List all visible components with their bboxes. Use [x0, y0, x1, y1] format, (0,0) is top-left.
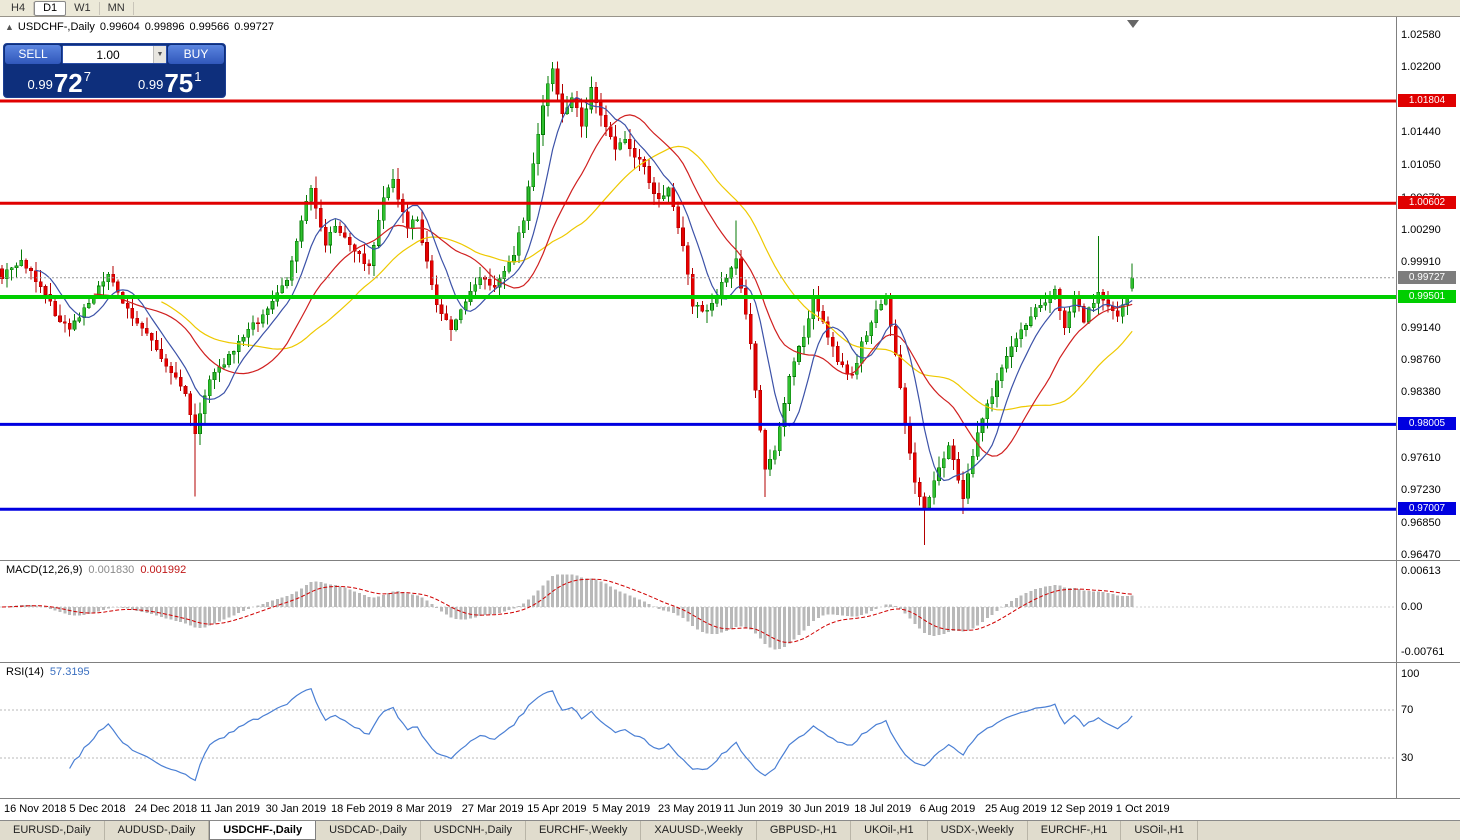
price-axis-label: 0.96470 — [1401, 548, 1441, 561]
one-click-trading-panel: SELL ▼ BUY 0.99 72 7 0.99 75 1 — [3, 43, 226, 98]
price-axis-label: 1.02580 — [1401, 29, 1441, 41]
bid-pip-digit: 7 — [83, 69, 91, 84]
ohlc-high: 0.99896 — [144, 21, 185, 33]
rsi-axis-label: 100 — [1401, 668, 1420, 680]
chart-tab-usdx-weekly[interactable]: USDX-,Weekly — [928, 821, 1028, 840]
date-axis-label: 11 Jun 2019 — [723, 803, 784, 815]
price-axis-label: 0.99910 — [1401, 256, 1441, 269]
current-price-flag: 0.99727 — [1398, 270, 1456, 284]
macd-histogram — [5, 574, 1134, 650]
chart-tab-usdchf-daily[interactable]: USDCHF-,Daily — [209, 821, 317, 840]
price-axis-label: 0.97230 — [1401, 484, 1441, 497]
macd-axis-label: -0.00761 — [1401, 645, 1445, 658]
hline-price-flag[interactable]: 1.00602 — [1398, 196, 1456, 210]
pane-separators[interactable] — [0, 560, 1460, 663]
price-axis-label: 0.99140 — [1401, 321, 1441, 334]
chart-tab-gbpusd-h1[interactable]: GBPUSD-,H1 — [757, 821, 852, 840]
price-axis-label: 0.98380 — [1401, 386, 1441, 399]
date-axis-label: 18 Jul 2019 — [854, 803, 912, 815]
chart-tab-ukoil-h1[interactable]: UKOil-,H1 — [851, 821, 928, 840]
sell-price-display[interactable]: 0.99 72 7 — [4, 65, 115, 97]
macd-axis-label: 0.00 — [1401, 601, 1423, 613]
macd-pane-title: MACD(12,26,9) 0.001830 0.001992 — [6, 564, 186, 576]
macd-axis-label: 0.00613 — [1401, 565, 1441, 577]
date-axis-label: 24 Dec 2018 — [134, 803, 198, 815]
volume-dropdown-icon[interactable]: ▼ — [153, 46, 166, 63]
rsi-pane-title: RSI(14) 57.3195 — [6, 666, 90, 678]
hline-price-flag[interactable]: 0.97007 — [1398, 502, 1456, 516]
price-axis-label: 0.97610 — [1401, 451, 1441, 464]
hline-price-flag[interactable]: 1.01804 — [1398, 94, 1456, 108]
chart-tab-bar: EURUSD-,Daily AUDUSD-,Daily USDCHF-,Daily U… — [0, 820, 1460, 840]
bid-prefix: 0.99 — [27, 77, 53, 92]
chart-tab-eurusd-daily[interactable]: EURUSD-,Daily — [0, 821, 105, 840]
date-axis-label: 23 May 2019 — [658, 803, 722, 815]
chart-shift-marker[interactable] — [1127, 20, 1139, 28]
macd-label: MACD(12,26,9) — [6, 564, 83, 576]
date-axis-label: 30 Jan 2019 — [265, 803, 327, 815]
sell-button[interactable]: SELL — [5, 45, 61, 64]
chart-tab-eurchf-weekly[interactable]: EURCHF-,Weekly — [526, 821, 642, 840]
chart-tab-usdcad-daily[interactable]: USDCAD-,Daily — [316, 821, 421, 840]
date-axis-label: 5 May 2019 — [592, 803, 651, 815]
bid-big-digits: 72 — [53, 68, 83, 98]
ma-medium-line — [93, 114, 1133, 457]
ma-slow-line — [161, 145, 1133, 411]
date-axis-label: 27 Mar 2019 — [461, 803, 524, 815]
hline-price-flag[interactable]: 0.99501 — [1398, 290, 1456, 304]
timeframe-button-h4[interactable]: H4 — [3, 1, 35, 15]
chart-tab-eurchf-h1[interactable]: EURCHF-,H1 — [1028, 821, 1122, 840]
rsi-axis-label: 30 — [1401, 752, 1414, 764]
timeframe-toolbar: H4 D1 W1 MN — [0, 0, 1460, 17]
date-axis-label: 12 Sep 2019 — [1050, 803, 1113, 815]
ohlc-close: 0.99727 — [234, 21, 274, 33]
ohlc-low: 0.99566 — [189, 21, 230, 33]
buy-button[interactable]: BUY — [168, 45, 224, 64]
price-axis-label: 1.01440 — [1401, 126, 1441, 139]
chart-tab-audusd-daily[interactable]: AUDUSD-,Daily — [105, 821, 210, 840]
date-axis-label: 16 Nov 2018 — [4, 803, 67, 815]
price-axis-label: 1.02200 — [1401, 61, 1441, 74]
rsi-value: 57.3195 — [49, 666, 90, 678]
timeframe-button-w1[interactable]: W1 — [66, 1, 100, 15]
date-axis-label: 8 Mar 2019 — [396, 803, 453, 815]
date-axis[interactable]: 16 Nov 2018 5 Dec 2018 24 Dec 2018 11 Jan 2… — [0, 798, 1460, 820]
date-axis-label: 1 Oct 2019 — [1115, 803, 1170, 815]
date-axis-label: 5 Dec 2018 — [69, 803, 126, 815]
price-axis-label: 0.98760 — [1401, 354, 1441, 367]
price-chart-canvas[interactable] — [0, 17, 1460, 798]
chart-window: ▲ USDCHF-,Daily 0.99604 0.99896 0.99566 0.997… — [0, 17, 1460, 820]
symbol-timeframe-label: USDCHF-,Daily — [17, 21, 95, 33]
volume-input[interactable] — [63, 46, 153, 63]
ohlc-open: 0.99604 — [99, 21, 140, 33]
price-axis-label: 1.00290 — [1401, 223, 1441, 236]
buy-price-display[interactable]: 0.99 75 1 — [115, 65, 226, 97]
chart-tab-xauusd-weekly[interactable]: XAUUSD-,Weekly — [641, 821, 757, 840]
price-axis-label: 0.96850 — [1401, 516, 1441, 529]
date-axis-label: 6 Aug 2019 — [919, 803, 976, 815]
chart-tab-usdcnh-daily[interactable]: USDCNH-,Daily — [421, 821, 526, 840]
rsi-label: RSI(14) — [6, 666, 44, 678]
chart-title-ohlc: ▲ USDCHF-,Daily 0.99604 0.99896 0.99566 0.997… — [5, 21, 274, 33]
candles-series — [0, 61, 1134, 545]
ask-pip-digit: 1 — [194, 69, 202, 84]
ask-big-digits: 75 — [164, 68, 194, 98]
price-axis-label: 1.01050 — [1401, 159, 1441, 172]
timeframe-button-d1[interactable]: D1 — [34, 0, 67, 16]
collapse-panel-icon[interactable]: ▲ — [5, 22, 14, 32]
chart-tab-usoil-h1[interactable]: USOil-,H1 — [1121, 821, 1198, 840]
ask-prefix: 0.99 — [138, 77, 164, 92]
hline-price-flag[interactable]: 0.98005 — [1398, 417, 1456, 431]
date-axis-label: 18 Feb 2019 — [331, 803, 393, 815]
macd-main-value: 0.001830 — [88, 564, 135, 576]
date-axis-label: 15 Apr 2019 — [527, 803, 587, 815]
date-axis-label: 11 Jan 2019 — [200, 803, 260, 815]
date-axis-label: 25 Aug 2019 — [985, 803, 1047, 815]
rsi-axis-label: 70 — [1401, 704, 1414, 716]
macd-signal-value: 0.001992 — [140, 564, 187, 576]
rsi-line — [69, 687, 1133, 782]
timeframe-button-mn[interactable]: MN — [100, 1, 134, 15]
date-axis-label: 30 Jun 2019 — [788, 803, 850, 815]
